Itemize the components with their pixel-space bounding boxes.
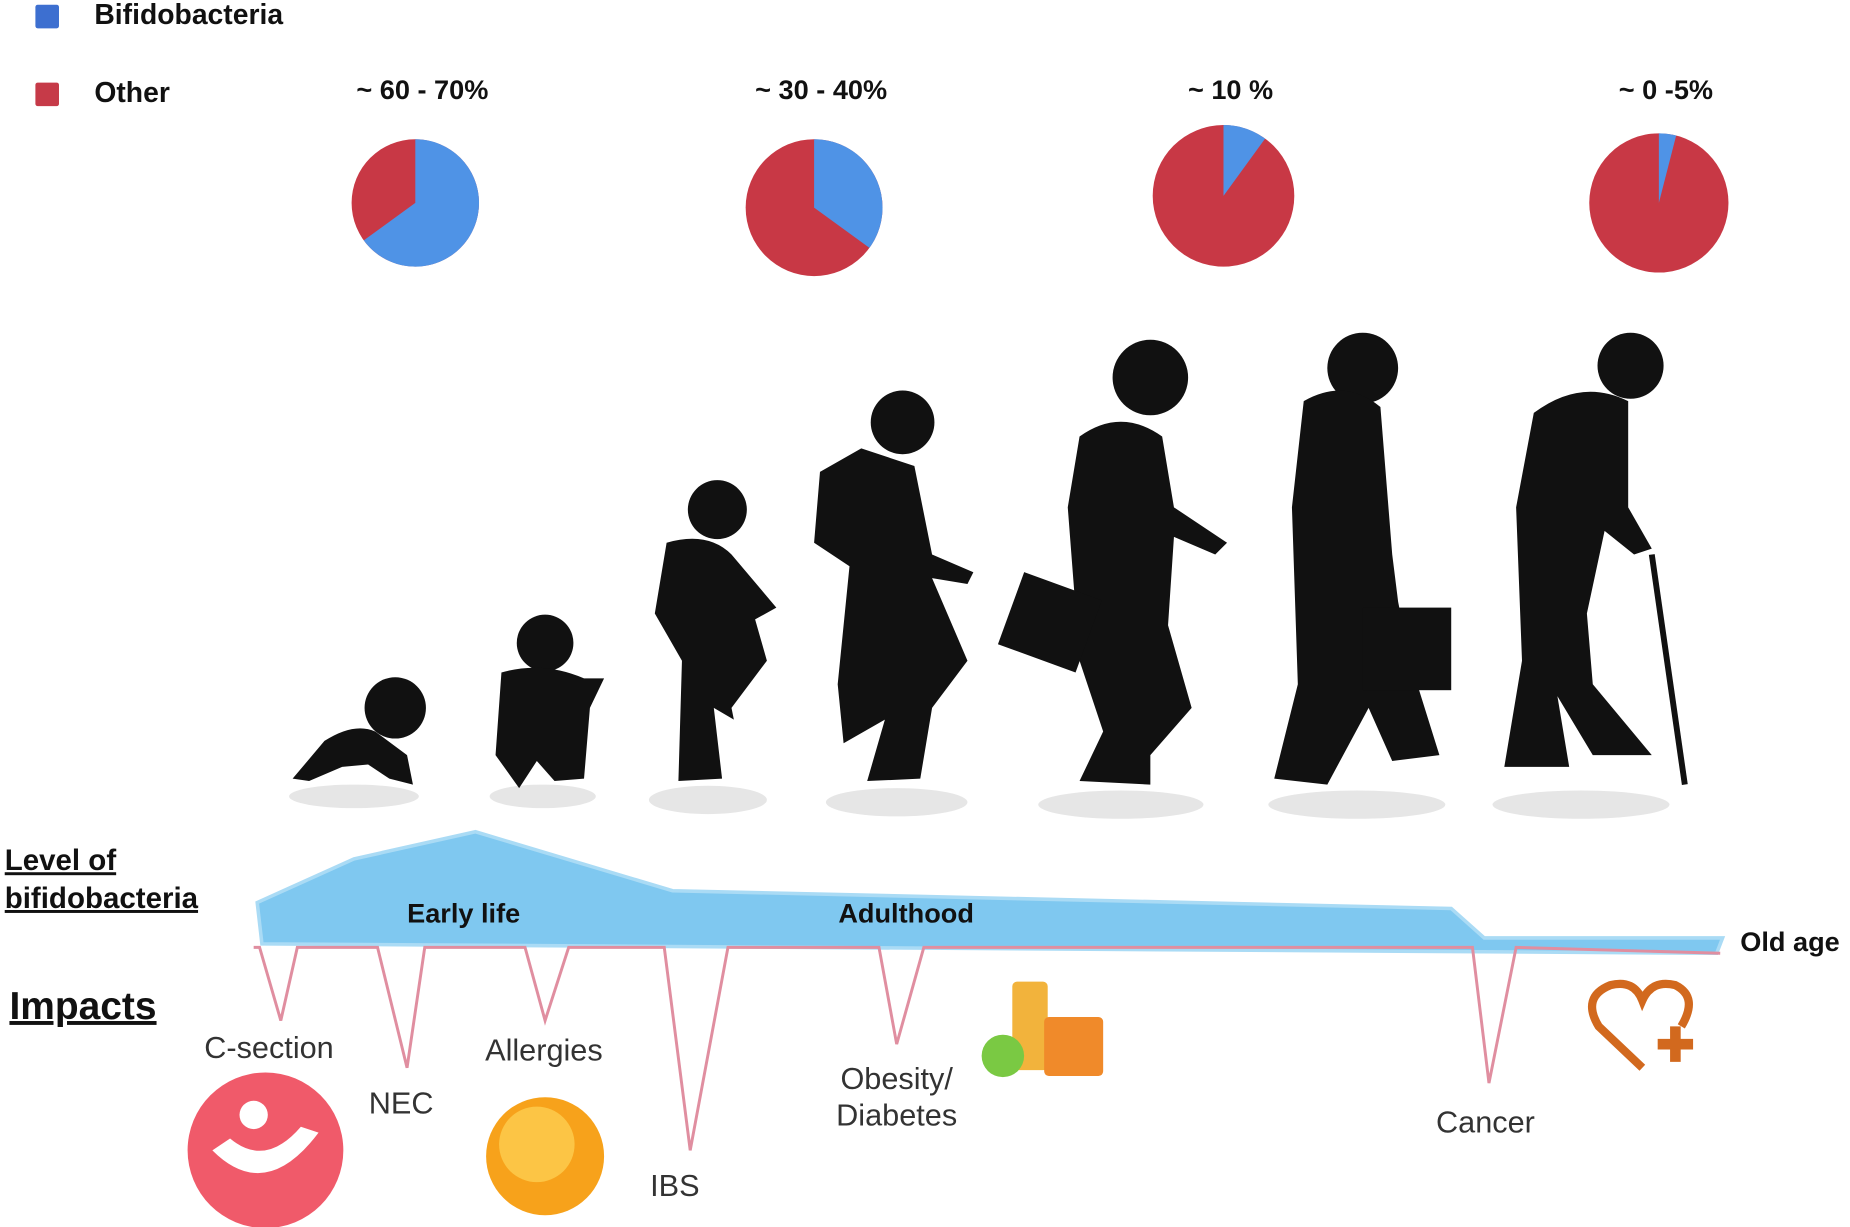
legend-swatch (35, 82, 59, 107)
pie-label: ~ 60 - 70% (356, 74, 488, 105)
impact-label: Allergies (485, 1033, 603, 1067)
level-area (255, 829, 1726, 956)
impact-label: C-section (204, 1031, 333, 1065)
impacts-label: Impacts (9, 985, 156, 1028)
impact-label: Cancer (1436, 1105, 1535, 1139)
impact-label: IBS (650, 1169, 699, 1203)
phase-label: Adulthood (838, 898, 974, 929)
legend-label: Bifidobacteria (94, 0, 283, 30)
phase-label: Old age (1740, 926, 1839, 957)
silhouettes (289, 332, 1688, 819)
impact-label: Diabetes (836, 1098, 957, 1132)
icons (187, 979, 1694, 1227)
pie-label: ~ 10 % (1188, 74, 1273, 105)
level-label: Level of (5, 844, 117, 877)
impact-label: Obesity/ (840, 1062, 953, 1096)
pie-slice (363, 139, 480, 267)
pie-slice (1658, 133, 1677, 203)
level-label: bifidobacteria (5, 882, 199, 915)
pie-slice (1223, 125, 1266, 196)
impact-line (253, 945, 1721, 1151)
legend-label: Other (94, 76, 169, 108)
legend-swatch (35, 4, 59, 29)
impact-label: NEC (369, 1087, 434, 1121)
pie-slice (814, 139, 883, 248)
pie-label: ~ 30 - 40% (755, 74, 887, 105)
pie-label: ~ 0 -5% (1619, 74, 1713, 105)
phase-label: Early life (407, 898, 520, 929)
